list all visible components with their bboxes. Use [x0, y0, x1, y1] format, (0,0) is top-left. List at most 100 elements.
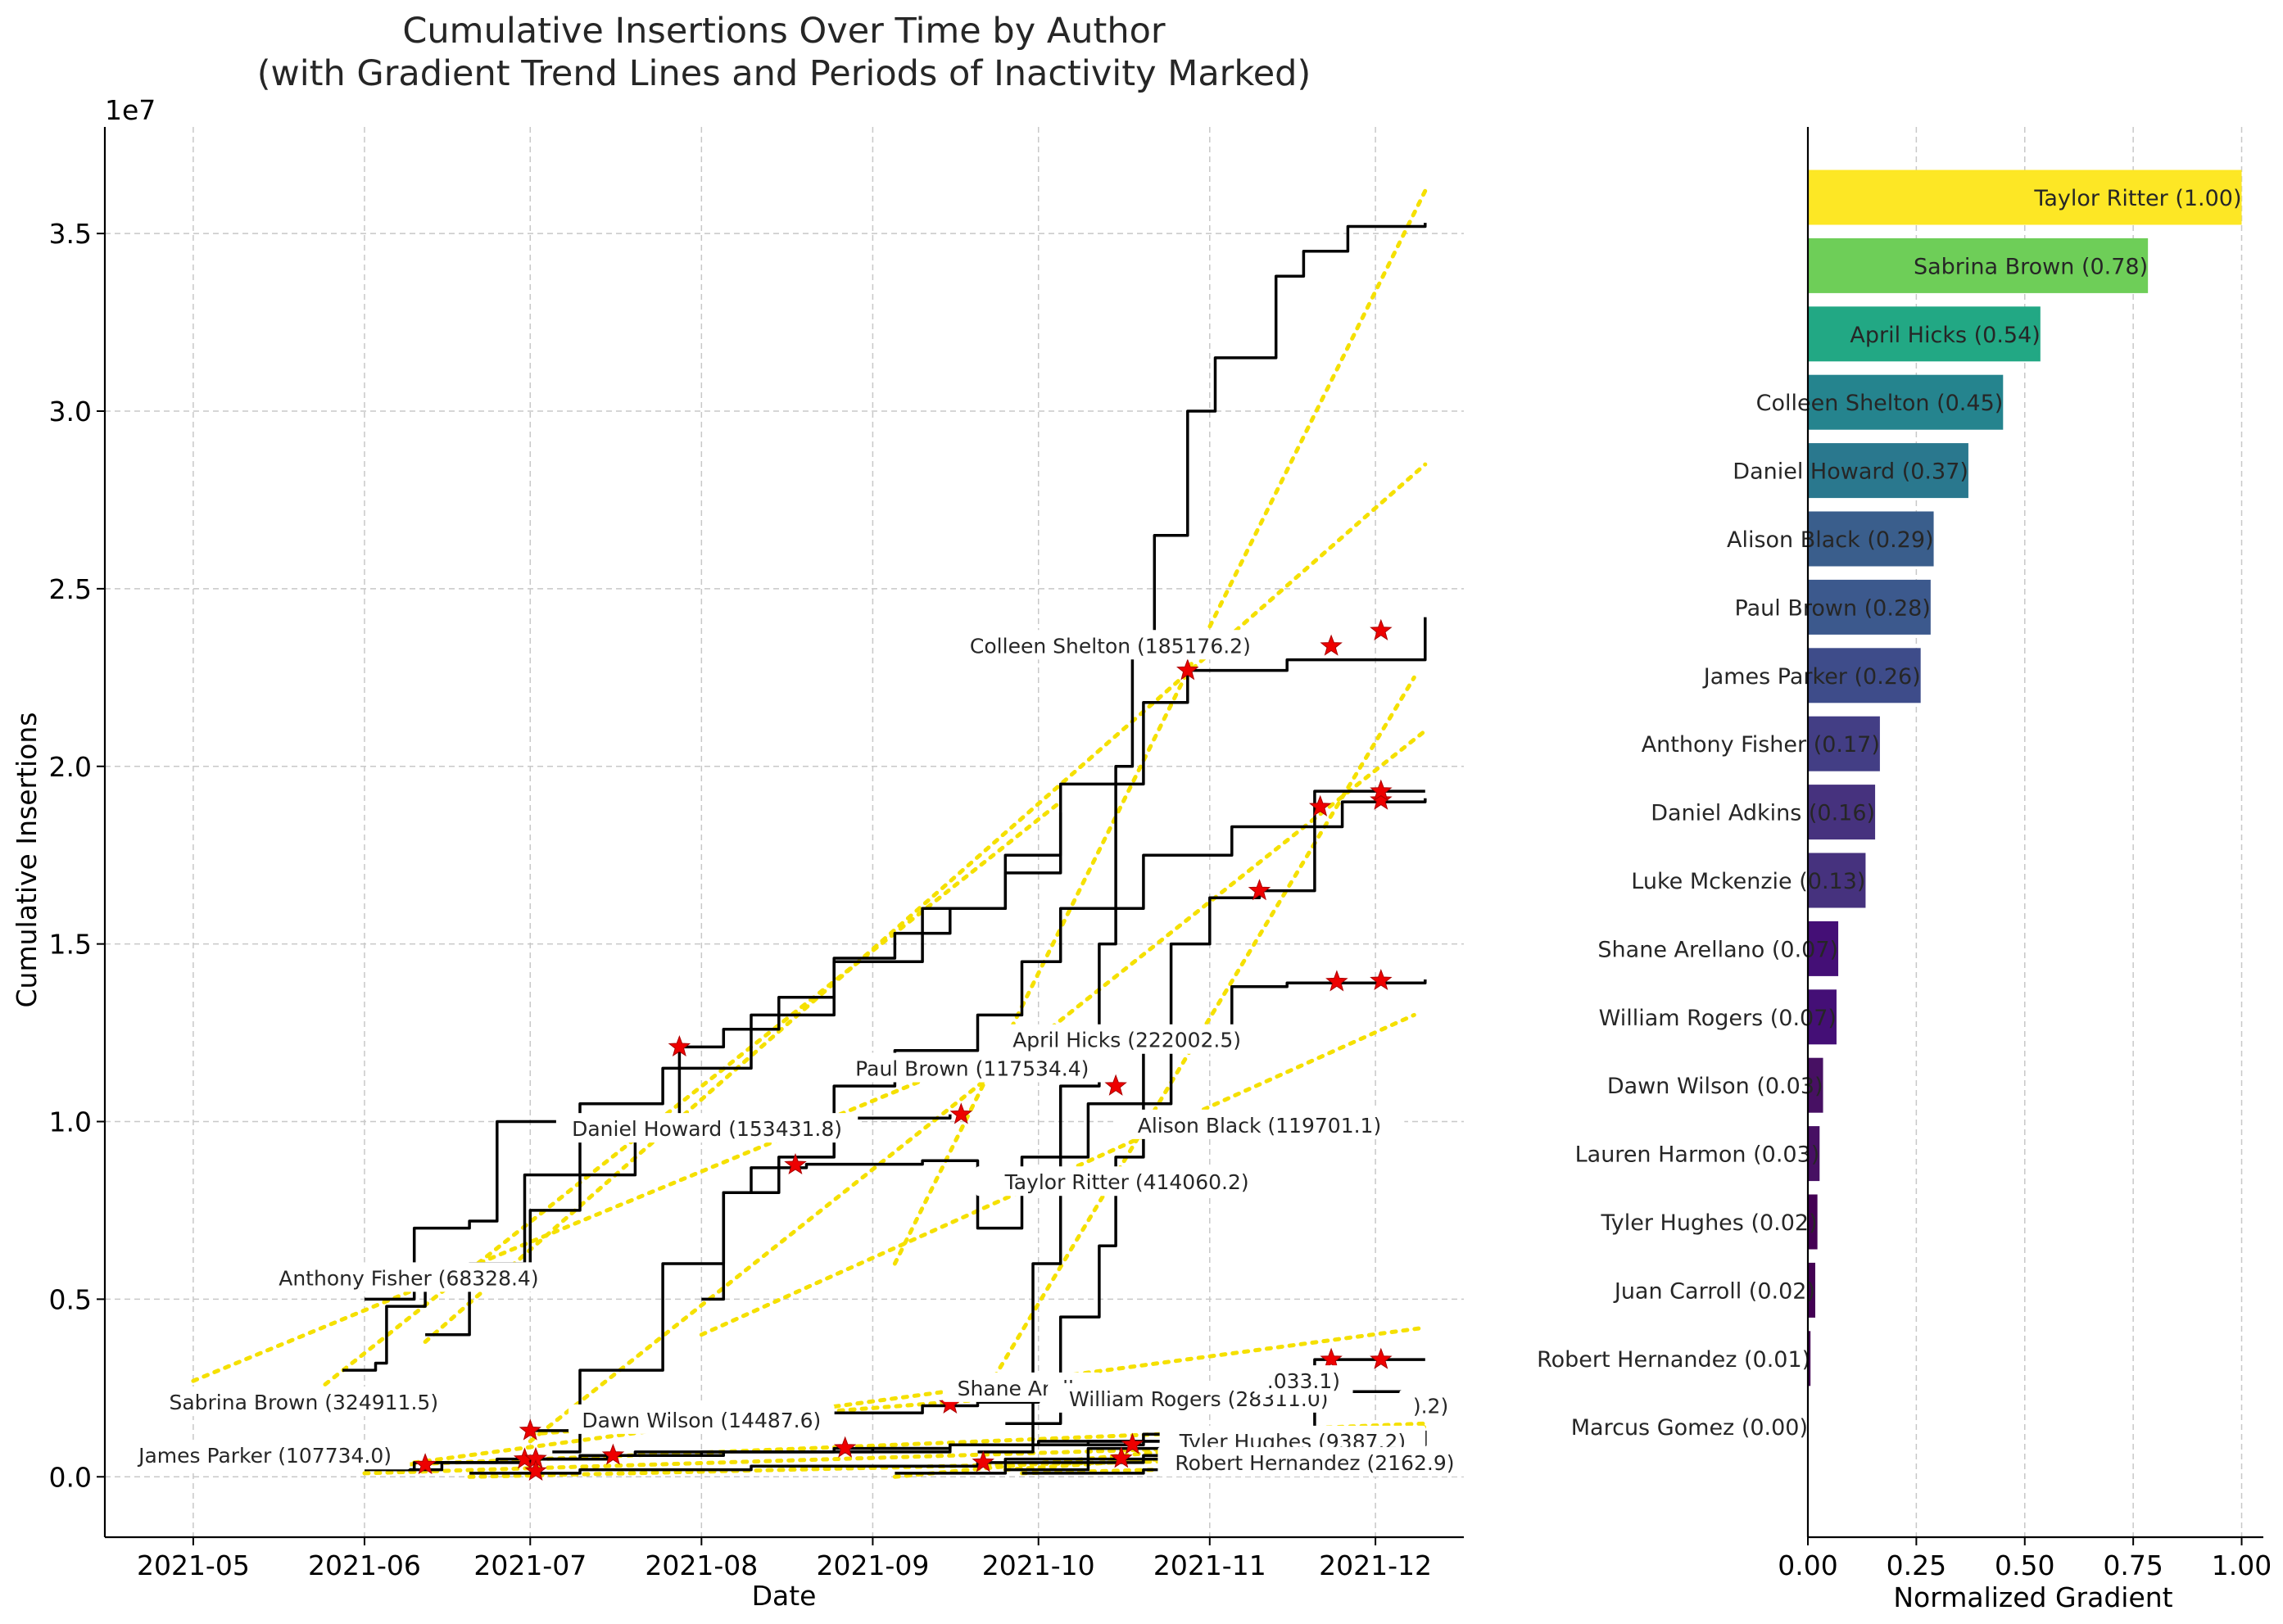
inactivity-star-marker: [784, 1152, 807, 1175]
bar-chart-panel: Taylor Ritter (1.00) Sabrina Brown (0.78)…: [1537, 127, 2272, 1613]
annotation-background: [120, 1440, 410, 1470]
trend-line: [892, 188, 1428, 1266]
inactivity-star-marker: [972, 1450, 994, 1472]
inactivity-star-marker: [1320, 1347, 1343, 1369]
bar-label: Lauren Harmon (0.03): [1575, 1142, 1820, 1168]
annotation-label: April Hicks (222002.5): [1012, 1029, 1241, 1052]
bar-label: Taylor Ritter (1.00): [2033, 186, 2241, 211]
bar-label: Shane Arellano (0.07): [1597, 937, 1838, 962]
x-tick-label: 2021-06: [308, 1549, 421, 1581]
annotation-background: [1157, 1446, 1472, 1477]
x-tick-label: 2021-08: [645, 1549, 758, 1581]
annotation-background: [1254, 1365, 1353, 1396]
annotation-label: Paul Brown (117534.4): [855, 1056, 1089, 1080]
bar-chart-ticks: 0.00 0.25 0.50 0.75 1.00: [1778, 1537, 2272, 1581]
gradient-bar: [1808, 374, 2004, 430]
annotation-background: [839, 1052, 1106, 1083]
trend-line: [423, 462, 1428, 1344]
y-tick-label: 2.0: [49, 751, 92, 783]
annotation-label: Anthony Fisher (68328.4): [279, 1266, 538, 1290]
x-tick-label: 2021-11: [1153, 1549, 1266, 1581]
annotation-label: Sabrina Brown (324911.5): [169, 1391, 438, 1414]
line-chart-gridlines: [105, 127, 1464, 1537]
x-tick-label: 2021-05: [137, 1549, 250, 1581]
y-tick-label: 3.0: [49, 396, 92, 427]
inactivity-star-marker: [519, 1418, 541, 1441]
x-tick-label: 2021-07: [473, 1549, 587, 1581]
bar-label: Luke Mckenzie (0.13): [1631, 869, 1865, 894]
annotation-label: Robert Hernandez (2162.9): [1175, 1451, 1454, 1475]
annotation-background: [152, 1387, 455, 1417]
inactivity-star-marker: [949, 1102, 973, 1124]
gradient-bar: [1808, 1194, 1818, 1250]
bar-label: William Rogers (0.07): [1599, 1006, 1837, 1031]
gradient-bar: [1808, 989, 1837, 1045]
inactivity-star-marker: [833, 1436, 857, 1458]
bar-label: Robert Hernandez (0.01): [1537, 1347, 1810, 1373]
annotation-label: Dawn Wilson (14487.6): [582, 1409, 821, 1432]
x-tick-label: 2021-10: [982, 1549, 1095, 1581]
gradient-bar: [1808, 921, 1839, 976]
gradient-bar: [1808, 1262, 1816, 1318]
inactivity-star-marker: [414, 1453, 437, 1475]
bar-labels: Taylor Ritter (1.00) Sabrina Brown (0.78)…: [1537, 186, 2241, 1441]
inactivity-star-marker: [1370, 968, 1393, 991]
bar-x-axis-label: Normalized Gradient: [1893, 1581, 2172, 1613]
series-line: [701, 979, 1427, 1301]
gradient-bar: [1808, 785, 1876, 840]
y-tick-label: 1.5: [49, 929, 92, 961]
bar-label: Colleen Shelton (0.45): [1756, 391, 2004, 416]
bar-chart-axes: [1806, 127, 2263, 1539]
inactivity-markers: [414, 618, 1393, 1481]
bar-label: Anthony Fisher (0.17): [1642, 732, 1880, 758]
annotation-label: Taylor Ritter (414060.2): [1004, 1170, 1249, 1194]
x-tick-label: 2021-09: [816, 1549, 929, 1581]
series-line: [425, 617, 1427, 1337]
gradient-bar: [1808, 511, 1934, 567]
bar-x-tick-label: 0.75: [2103, 1549, 2163, 1581]
chart-title: Cumulative Insertions Over Time by Autho…: [402, 11, 1165, 52]
inactivity-star-marker: [1325, 970, 1348, 992]
gradient-bar: [1808, 579, 1931, 635]
inactivity-star-marker: [1308, 794, 1332, 817]
y-tick-label: 0.0: [49, 1461, 92, 1493]
inactivity-star-marker: [1104, 1074, 1127, 1096]
annotation-background: [976, 1166, 1278, 1197]
annotation-label: James Parker (107734.0): [137, 1444, 392, 1468]
y-tick-label: 3.5: [49, 218, 92, 250]
gradient-bar: [1808, 1126, 1820, 1182]
trend-line: [992, 675, 1416, 1380]
inactivity-star-marker: [601, 1443, 625, 1465]
annotation-background: [257, 1262, 560, 1292]
bar-x-tick-label: 0.00: [1778, 1549, 1837, 1581]
bar-label: Sabrina Brown (0.78): [1914, 254, 2148, 279]
gradient-bar: [1808, 648, 1921, 703]
annotation-background: [1399, 1390, 1462, 1420]
x-axis-label: Date: [752, 1580, 817, 1612]
trend-line: [412, 1325, 1428, 1465]
inactivity-star-marker: [1370, 618, 1393, 640]
bar-label: Paul Brown (0.28): [1735, 595, 1931, 621]
annotation-background: [1114, 1109, 1405, 1139]
bar-label: Tyler Hughes (0.02): [1600, 1210, 1817, 1236]
inactivity-star-marker: [1110, 1446, 1133, 1468]
series-line: [977, 223, 1427, 1454]
annotation-background: [555, 1113, 858, 1143]
y-tick-label: 0.5: [49, 1283, 92, 1315]
annotation-background: [947, 630, 1274, 660]
annotation-background: [988, 1024, 1266, 1054]
bar-x-tick-label: 0.25: [1887, 1549, 1946, 1581]
bar-x-tick-label: 1.00: [2212, 1549, 2272, 1581]
y-tick-label: 1.0: [49, 1106, 92, 1138]
gradient-bar: [1808, 1057, 1823, 1113]
inactivity-star-marker: [1121, 1432, 1144, 1454]
bar-label: Daniel Howard (0.37): [1733, 459, 1968, 485]
bars: [1808, 170, 2242, 1387]
y-axis-label: Cumulative Insertions: [11, 712, 43, 1008]
bar-label: Alison Black (0.29): [1727, 527, 1934, 553]
inactivity-star-marker: [1370, 779, 1393, 801]
bar-label: James Parker (0.26): [1702, 664, 1921, 690]
inactivity-star-marker: [1320, 634, 1343, 656]
annotation-label: ).2): [1413, 1395, 1448, 1418]
series-line: [552, 798, 1427, 1454]
